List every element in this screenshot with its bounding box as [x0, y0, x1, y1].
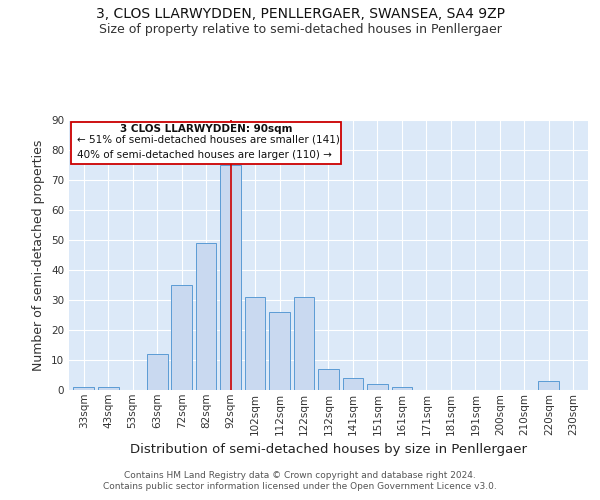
- Bar: [147, 354, 167, 390]
- Y-axis label: Number of semi-detached properties: Number of semi-detached properties: [32, 140, 46, 370]
- FancyBboxPatch shape: [71, 122, 341, 164]
- Bar: [220, 165, 241, 390]
- Text: ← 51% of semi-detached houses are smaller (141): ← 51% of semi-detached houses are smalle…: [77, 134, 340, 144]
- X-axis label: Distribution of semi-detached houses by size in Penllergaer: Distribution of semi-detached houses by …: [130, 443, 527, 456]
- Bar: [538, 381, 559, 390]
- Bar: [196, 243, 217, 390]
- Text: 3 CLOS LLARWYDDEN: 90sqm: 3 CLOS LLARWYDDEN: 90sqm: [120, 124, 292, 134]
- Bar: [269, 312, 290, 390]
- Bar: [367, 384, 388, 390]
- Bar: [293, 297, 314, 390]
- Bar: [98, 387, 119, 390]
- Bar: [171, 285, 192, 390]
- Text: Size of property relative to semi-detached houses in Penllergaer: Size of property relative to semi-detach…: [98, 22, 502, 36]
- Text: Contains public sector information licensed under the Open Government Licence v3: Contains public sector information licen…: [103, 482, 497, 491]
- Text: 40% of semi-detached houses are larger (110) →: 40% of semi-detached houses are larger (…: [77, 150, 332, 160]
- Bar: [318, 369, 339, 390]
- Bar: [392, 387, 412, 390]
- Bar: [73, 387, 94, 390]
- Text: Contains HM Land Registry data © Crown copyright and database right 2024.: Contains HM Land Registry data © Crown c…: [124, 471, 476, 480]
- Bar: [343, 378, 364, 390]
- Bar: [245, 297, 265, 390]
- Text: 3, CLOS LLARWYDDEN, PENLLERGAER, SWANSEA, SA4 9ZP: 3, CLOS LLARWYDDEN, PENLLERGAER, SWANSEA…: [95, 8, 505, 22]
